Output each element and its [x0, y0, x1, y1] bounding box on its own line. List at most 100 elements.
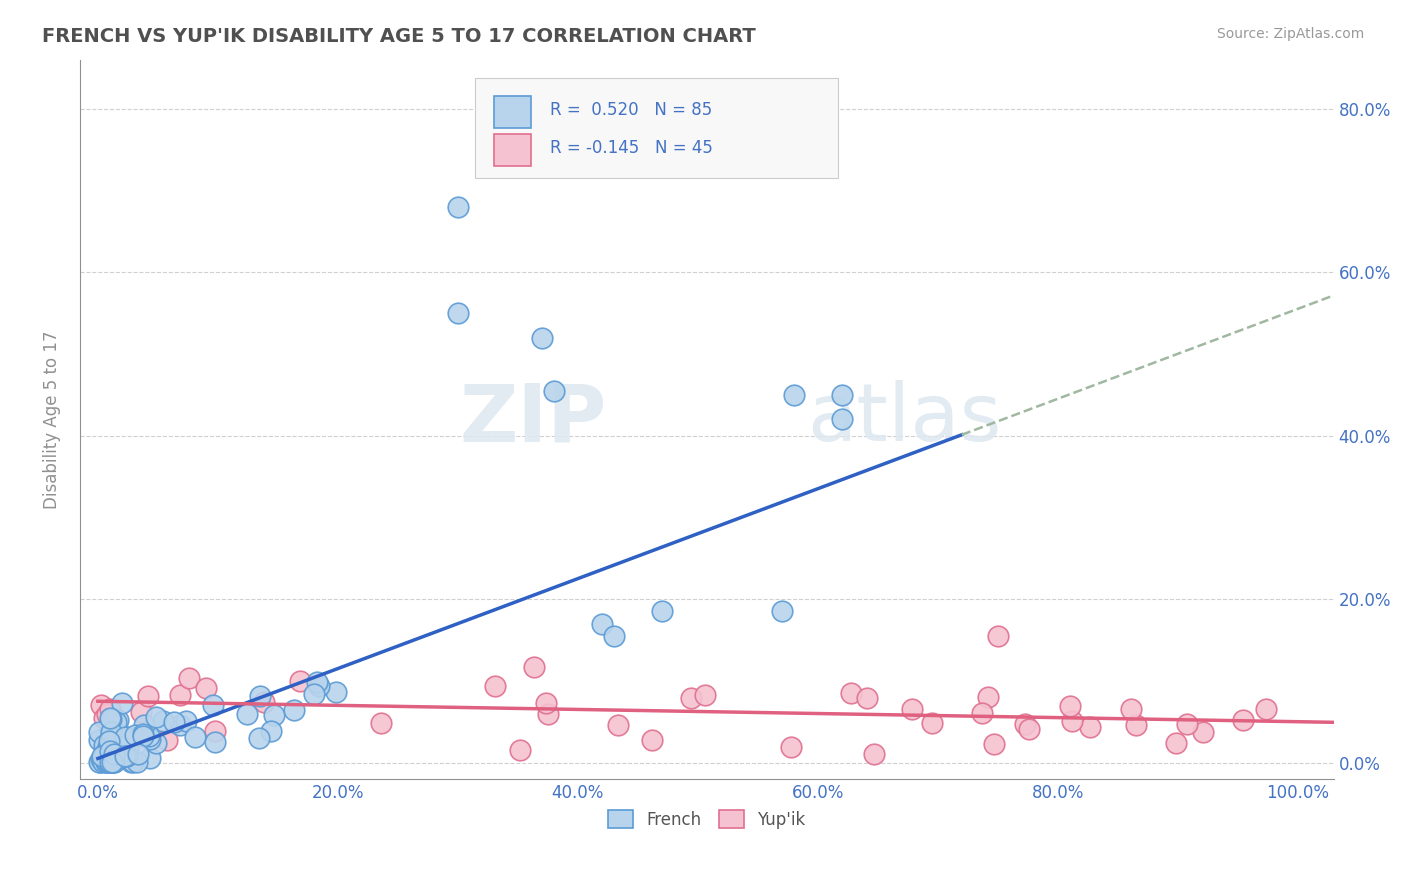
Point	[1166, 736, 1188, 750]
Point	[1119, 702, 1142, 716]
Point	[534, 696, 557, 710]
Point	[308, 679, 330, 693]
Point	[98, 755, 121, 769]
Point	[783, 388, 806, 402]
Point	[831, 412, 853, 426]
Point	[177, 671, 200, 685]
Point	[204, 735, 226, 749]
Point	[118, 730, 141, 744]
Point	[603, 629, 626, 643]
Point	[98, 716, 121, 731]
Point	[370, 715, 392, 730]
Point	[156, 733, 179, 747]
Point	[770, 604, 793, 618]
Point	[641, 733, 664, 747]
Point	[132, 727, 155, 741]
Point	[169, 718, 191, 732]
Point	[100, 755, 122, 769]
FancyBboxPatch shape	[475, 78, 838, 178]
Point	[100, 729, 122, 743]
Point	[900, 702, 922, 716]
Point	[103, 715, 125, 730]
Text: R = -0.145   N = 45: R = -0.145 N = 45	[550, 139, 713, 157]
Point	[101, 755, 124, 769]
Point	[101, 715, 124, 730]
Point	[110, 748, 132, 763]
Point	[263, 707, 285, 722]
Point	[1078, 720, 1101, 734]
Point	[484, 679, 506, 693]
Point	[107, 713, 129, 727]
Point	[695, 688, 717, 702]
Point	[260, 723, 283, 738]
Point	[138, 689, 160, 703]
Point	[779, 740, 801, 755]
Point	[97, 739, 120, 754]
Point	[129, 705, 152, 719]
Point	[305, 675, 328, 690]
Point	[122, 755, 145, 769]
Point	[103, 747, 125, 761]
Point	[98, 711, 121, 725]
Point	[100, 725, 122, 739]
Point	[98, 755, 121, 769]
Point	[90, 752, 112, 766]
Point	[97, 741, 120, 756]
Point	[97, 734, 120, 748]
Point	[236, 706, 259, 721]
Point	[98, 744, 121, 758]
Point	[91, 755, 114, 769]
Text: ZIP: ZIP	[460, 380, 606, 458]
Point	[253, 695, 276, 709]
Point	[103, 755, 125, 769]
Point	[841, 686, 863, 700]
Point	[447, 306, 470, 320]
Point	[530, 330, 553, 344]
Point	[1175, 716, 1198, 731]
Point	[132, 718, 155, 732]
Point	[679, 691, 702, 706]
Point	[131, 729, 153, 743]
Point	[651, 604, 673, 618]
Point	[114, 747, 136, 761]
Point	[1256, 702, 1278, 716]
Point	[1192, 725, 1215, 739]
Point	[1060, 714, 1083, 729]
Y-axis label: Disability Age 5 to 17: Disability Age 5 to 17	[44, 330, 60, 508]
Point	[124, 728, 146, 742]
Point	[104, 714, 127, 729]
Point	[509, 743, 531, 757]
Point	[96, 755, 118, 769]
Point	[94, 755, 117, 769]
Point	[93, 710, 115, 724]
Point	[970, 706, 993, 721]
Point	[1059, 698, 1081, 713]
Point	[117, 741, 139, 756]
FancyBboxPatch shape	[494, 134, 531, 166]
Point	[537, 707, 560, 722]
Point	[98, 734, 121, 748]
Point	[856, 691, 879, 706]
Point	[302, 687, 325, 701]
Legend: French, Yup'ik: French, Yup'ik	[602, 804, 811, 835]
Point	[921, 715, 943, 730]
Point	[523, 659, 546, 673]
Point	[169, 688, 191, 702]
Point	[543, 384, 565, 398]
Point	[288, 674, 311, 689]
Point	[607, 718, 630, 732]
Point	[983, 737, 1005, 751]
Text: atlas: atlas	[807, 380, 1001, 458]
Point	[94, 746, 117, 760]
Point	[1232, 713, 1254, 727]
Point	[447, 200, 470, 214]
Point	[127, 755, 149, 769]
Point	[1125, 718, 1147, 732]
Point	[115, 749, 138, 764]
Point	[162, 715, 184, 730]
Point	[111, 697, 134, 711]
Point	[194, 681, 217, 695]
Point	[1014, 716, 1036, 731]
Point	[101, 755, 124, 769]
Point	[87, 724, 110, 739]
